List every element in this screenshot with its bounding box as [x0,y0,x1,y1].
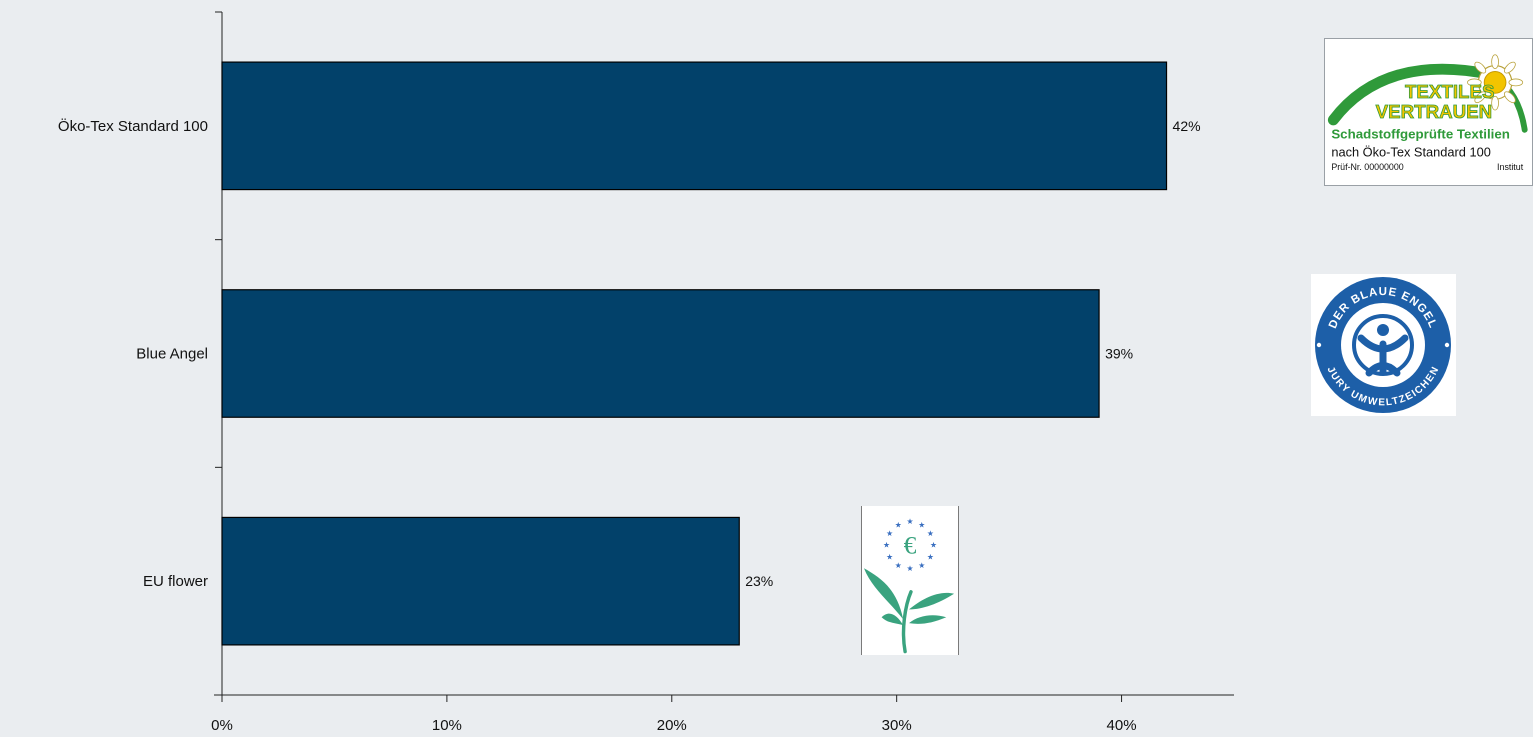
x-tick-label: 30% [882,717,912,734]
eu-flower-lower-leaf [909,615,947,624]
oekotex-line5-left: Prüf-Nr. 00000000 [1331,162,1403,172]
category-label: EU flower [143,573,208,590]
eu-flower-logo-graphic: ★ ★★★★★★★★★★★ € [863,517,955,654]
star-icon: ★ [886,529,893,538]
star-icon: ★ [918,520,925,529]
eu-flower-stem [901,590,913,654]
star-icon: ★ [906,517,913,526]
eu-flower-right-leaf [909,592,955,610]
eu-stars: ★ ★★★★★★★★★★★ [883,517,937,573]
value-label: 42% [1173,118,1201,134]
bar [221,516,740,646]
angel-figure-icon [1352,314,1414,377]
category-label: Blue Angel [136,346,208,363]
oekotex-line1: TEXTILES [1405,81,1495,102]
value-label: 39% [1105,346,1133,362]
x-tick-label: 0% [211,717,233,734]
eu-flower-bud [881,613,904,626]
oekotex-line3: Schadstoffgeprüfte Textilien [1331,127,1510,142]
daisy-icon [1467,54,1524,111]
oekotex-line5-right: Institut [1497,162,1524,172]
star-icon: ★ [895,561,902,570]
oekotex-arc [1327,63,1497,126]
star-icon: ★ [883,541,890,550]
star-icon: ★ [927,529,934,538]
oekotex-line4: nach Öko-Tex Standard 100 [1331,144,1491,159]
oekotex-line2: VERTRAUEN [1376,101,1493,122]
bar [221,289,1100,418]
eu-flower-left-leaf [863,568,904,620]
star-icon: ★ [906,564,913,573]
oekotex-logo-graphic: TEXTILES VERTRAUEN Schadstoffgeprüfte Te… [1327,54,1528,172]
x-tick-label: 40% [1107,717,1137,734]
star-icon: ★ [930,541,937,550]
star-icon: ★ [886,552,893,561]
blaue-engel-logo: DER BLAUE ENGEL JURY UMWELTZEICHEN [1311,274,1456,416]
eu-euro-icon: € [904,531,917,560]
eu-flower-logo: ★ ★ ★ ★ ★ ★ ★ ★ ★ ★ ★ ★ € [861,506,959,655]
oekotex-logo: TEXTILES VERTRAUEN Schadstoffgeprüfte Te… [1324,38,1533,186]
bar [221,61,1168,191]
blaue-engel-logo-graphic: DER BLAUE ENGEL JURY UMWELTZEICHEN [1315,277,1451,413]
category-label: Öko-Tex Standard 100 [58,117,208,135]
x-tick-label: 20% [657,717,687,734]
value-label: 23% [745,573,773,589]
star-icon: ★ [895,520,902,529]
star-icon: ★ [927,552,934,561]
x-tick-label: 10% [432,717,462,734]
star-icon: ★ [918,561,925,570]
